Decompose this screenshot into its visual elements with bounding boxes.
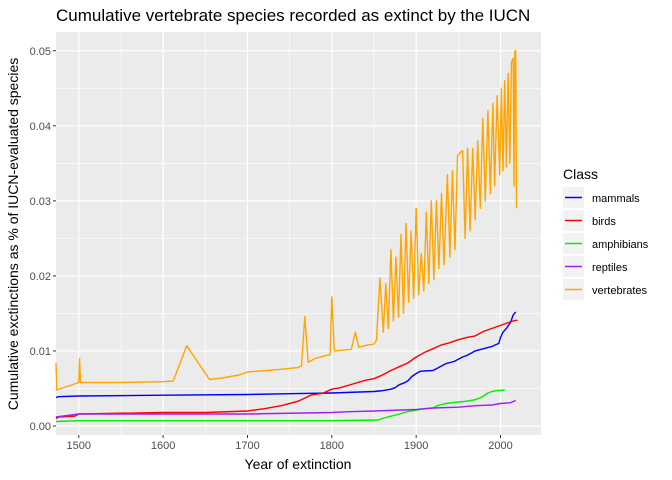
y-axis-title: Cumulative exctinctions as % of IUCN-eva… [5, 58, 21, 411]
chart-title: Cumulative vertebrate species recorded a… [56, 6, 530, 25]
x-tick-label: 1700 [235, 440, 259, 452]
legend-label-vertebrates: vertebrates [592, 285, 648, 297]
legend-title: Class [563, 166, 598, 182]
grid-minor [56, 32, 541, 435]
legend-label-mammals: mammals [592, 193, 640, 205]
legend: Class mammals birds amphibians reptiles vert… [563, 166, 649, 300]
legend-items: mammals birds amphibians reptiles vertebrate… [563, 187, 649, 300]
legend-label-birds: birds [592, 216, 616, 228]
x-tick-label: 2000 [488, 440, 512, 452]
y-tick-label: 0.03 [30, 196, 51, 208]
series-line-birds [55, 319, 518, 420]
legend-label-amphibians: amphibians [592, 239, 649, 251]
series-lines [55, 50, 518, 423]
x-tick-label: 1500 [67, 440, 91, 452]
x-axis: 1500 1600 1700 1800 1900 2000 [67, 435, 513, 452]
series-line-reptiles [55, 399, 516, 418]
y-tick-label: 0.05 [30, 46, 51, 58]
y-axis: 0.00 0.01 0.02 0.03 0.04 0.05 [30, 46, 56, 433]
y-tick-label: 0.00 [30, 421, 51, 433]
series-line-vertebrates [55, 50, 518, 391]
y-tick-label: 0.01 [30, 346, 51, 358]
x-tick-label: 1900 [404, 440, 428, 452]
x-axis-title: Year of extinction [245, 456, 352, 472]
plot-panel [56, 32, 541, 435]
y-tick-label: 0.04 [30, 121, 51, 133]
grid-major [56, 32, 541, 435]
x-tick-label: 1800 [320, 440, 344, 452]
y-tick-label: 0.02 [30, 271, 51, 283]
legend-label-reptiles: reptiles [592, 262, 628, 274]
x-tick-label: 1600 [151, 440, 175, 452]
